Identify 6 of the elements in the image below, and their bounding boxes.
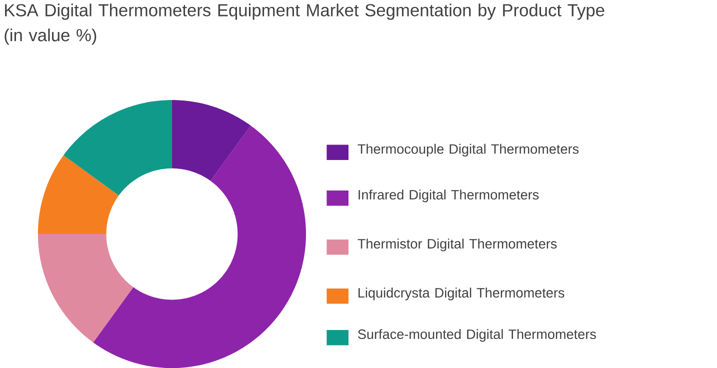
legend-label: Surface-mounted Digital Thermometers: [358, 329, 596, 342]
legend-label: Thermistor Digital Thermometers: [358, 238, 557, 252]
legend-label: Thermocouple Digital Thermometers: [358, 144, 579, 156]
legend-label: Liquidcrysta Digital Thermometers: [358, 288, 564, 300]
legend-label: Infrared Digital Thermometers: [358, 190, 539, 202]
chart-title: KSA Digital Thermometers Equipment Market Segmentation by Product Type (in value %): [4, 4, 604, 45]
